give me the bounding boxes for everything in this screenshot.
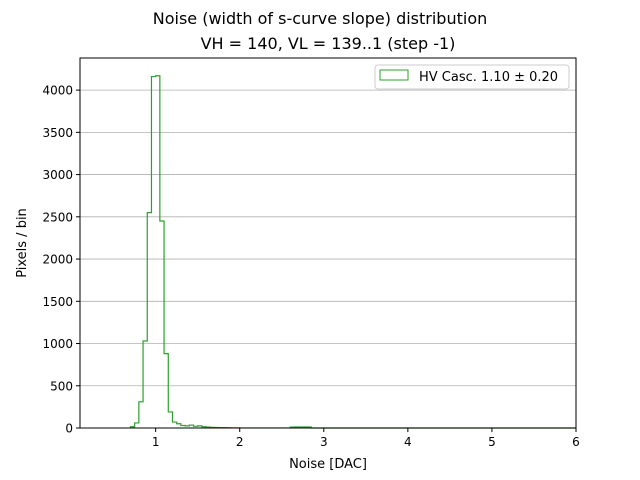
legend: HV Casc. 1.10 ± 0.20 — [374, 64, 570, 90]
y-tick-label: 500 — [50, 379, 73, 393]
y-tick-label: 2500 — [42, 210, 73, 224]
y-gridlines — [80, 89, 576, 387]
x-tick-label: 4 — [404, 435, 412, 449]
y-tick-label: 3500 — [42, 126, 73, 140]
legend-swatch — [379, 69, 409, 81]
x-tick-label: 3 — [320, 435, 328, 449]
x-axis-label: Noise [DAC] — [289, 457, 367, 472]
y-tick-label: 2000 — [42, 253, 73, 267]
x-tick-label: 1 — [152, 435, 160, 449]
y-tick-label: 3000 — [42, 168, 73, 182]
x-tick-label: 2 — [236, 435, 244, 449]
x-tick-label: 6 — [572, 435, 580, 449]
legend-box — [374, 64, 570, 90]
histogram-series — [129, 75, 576, 429]
y-tick-label: 1000 — [42, 337, 73, 351]
plot-frame — [79, 57, 577, 429]
x-tick-label: 5 — [488, 435, 496, 449]
legend-label: HV Casc. 1.10 ± 0.20 — [419, 70, 558, 85]
x-axis-ticks: 1 2 3 4 5 6 — [152, 428, 580, 449]
title-group: Noise (width of s-curve slope) distribut… — [153, 9, 488, 53]
histogram-step-line — [129, 75, 576, 429]
y-axis-label: Pixels / bin — [15, 208, 30, 278]
chart-title: Noise (width of s-curve slope) distribut… — [153, 9, 488, 28]
y-tick-label: 0 — [65, 422, 73, 436]
chart-subtitle: VH = 140, VL = 139..1 (step -1) — [201, 34, 456, 53]
y-axis-ticks: 0 500 1000 1500 2000 2500 3000 3500 4000 — [42, 84, 80, 436]
y-tick-label: 1500 — [42, 295, 73, 309]
y-tick-label: 4000 — [42, 84, 73, 98]
